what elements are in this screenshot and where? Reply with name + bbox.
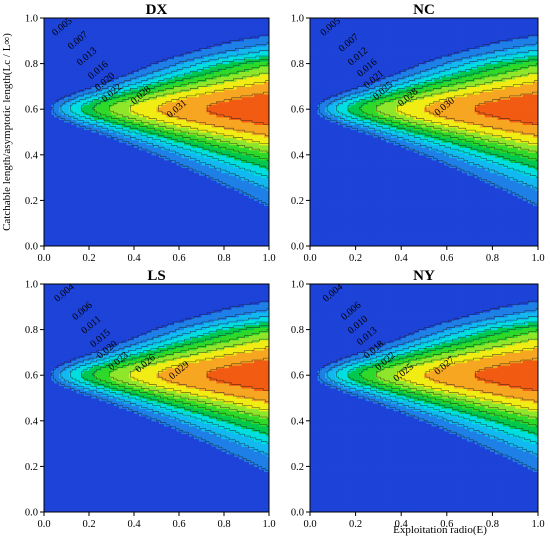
x-tick-label: 0.8 <box>217 519 230 530</box>
axis-ticks: 0.0 0.2 0.4 0.6 0.8 1.0 0.0 0.2 0.4 0.6 0.8 1.0 <box>25 14 276 265</box>
x-axis-label: Exploitation radio(E) <box>393 524 487 536</box>
contour-fill <box>44 18 269 246</box>
x-tick-label: 1.0 <box>531 253 544 264</box>
x-tick-label: 0.2 <box>349 519 362 530</box>
panel-title: DX <box>146 2 168 18</box>
x-tick-label: 1.0 <box>262 253 275 264</box>
x-tick-label: 0.0 <box>303 253 316 264</box>
contour-lines <box>317 34 538 207</box>
x-tick-label: 0.8 <box>486 519 499 530</box>
x-tick-label: 0.4 <box>395 519 409 530</box>
x-tick-label: 1.0 <box>531 519 544 530</box>
plot-frame <box>309 17 539 247</box>
contour-lines <box>317 300 538 473</box>
y-axis-label: Catchable length/asymptotic length(Lc / … <box>1 33 13 231</box>
y-tick-label: 0.2 <box>291 462 304 473</box>
y-tick-label: 0.0 <box>25 508 38 519</box>
y-tick-label: 0.2 <box>25 462 38 473</box>
y-tick-label: 1.0 <box>291 280 304 291</box>
panel-title: NY <box>413 268 435 284</box>
y-tick-label: 1.0 <box>291 14 304 25</box>
y-tick-label: 0.8 <box>291 59 304 70</box>
y-tick-label: 0.0 <box>291 508 304 519</box>
y-tick-label: 0.8 <box>291 325 304 336</box>
y-tick-label: 0.4 <box>291 150 305 161</box>
x-tick-label: 0.0 <box>303 519 316 530</box>
x-tick-label: 0.2 <box>82 519 95 530</box>
x-tick-label: 0.2 <box>82 253 95 264</box>
y-tick-label: 0.4 <box>25 150 39 161</box>
x-tick-label: 0.6 <box>440 519 453 530</box>
y-tick-label: 0.4 <box>291 416 305 427</box>
contour-fill <box>310 284 538 512</box>
y-tick-label: 0.2 <box>25 196 38 207</box>
plot-frame <box>43 17 270 247</box>
x-tick-label: 0.8 <box>217 253 230 264</box>
y-tick-label: 0.8 <box>25 325 38 336</box>
contour-lines <box>51 34 269 207</box>
y-tick-label: 1.0 <box>25 280 38 291</box>
axis-ticks: 0.0 0.2 0.4 0.6 0.8 1.0 0.0 0.2 0.4 0.6 0.8 1.0 <box>291 14 545 265</box>
x-tick-label: 0.6 <box>440 253 453 264</box>
x-tick-label: 0.4 <box>127 253 141 264</box>
y-tick-label: 0.4 <box>25 416 39 427</box>
x-tick-label: 0.2 <box>349 253 362 264</box>
y-tick-label: 0.8 <box>25 59 38 70</box>
panel-title: LS <box>147 268 165 284</box>
x-tick-label: 0.0 <box>37 519 50 530</box>
y-tick-label: 0.2 <box>291 196 304 207</box>
plot-frame <box>309 283 539 513</box>
contour-fill <box>310 18 538 246</box>
y-tick-label: 0.0 <box>25 242 38 253</box>
y-tick-label: 0.6 <box>291 105 304 116</box>
x-tick-label: 0.8 <box>486 253 499 264</box>
contour-fill <box>44 284 269 512</box>
x-tick-label: 0.6 <box>172 253 185 264</box>
x-tick-label: 0.4 <box>127 519 141 530</box>
x-tick-label: 0.0 <box>37 253 50 264</box>
panel-title: NC <box>413 2 435 18</box>
y-tick-label: 0.6 <box>25 371 38 382</box>
axis-ticks: 0.0 0.2 0.4 0.6 0.8 1.0 0.0 0.2 0.4 0.6 0.8 1.0 <box>25 280 276 531</box>
contour-lines <box>51 300 269 473</box>
x-tick-label: 0.4 <box>395 253 409 264</box>
y-tick-label: 0.6 <box>291 371 304 382</box>
y-tick-label: 0.0 <box>291 242 304 253</box>
axis-ticks: 0.0 0.2 0.4 0.6 0.8 1.0 0.0 0.2 0.4 0.6 0.8 1.0 <box>291 280 545 531</box>
y-tick-label: 0.6 <box>25 105 38 116</box>
plot-frame <box>43 283 270 513</box>
x-tick-label: 0.6 <box>172 519 185 530</box>
x-tick-label: 1.0 <box>262 519 275 530</box>
y-tick-label: 1.0 <box>25 14 38 25</box>
